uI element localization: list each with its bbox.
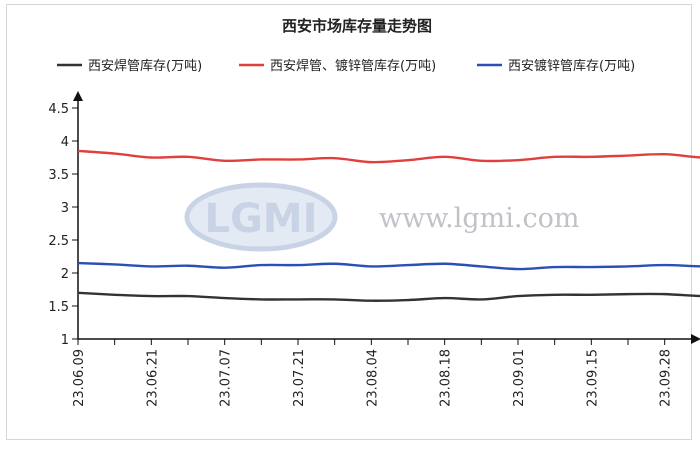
y-tick-label: 3.5 [48, 168, 69, 183]
x-tick-label: 23.08.04 [365, 349, 380, 407]
axes [72, 91, 700, 345]
legend-item-1: 西安焊管库存(万吨) [57, 58, 202, 74]
y-tick-label: 2.5 [48, 234, 69, 249]
chart-frame: 西安市场库存量走势图 西安焊管库存(万吨) 西安焊管、镀锌管库存(万吨) 西安镀锌管… [6, 4, 700, 440]
x-tick-label: 23.06.09 [72, 349, 87, 407]
y-tick-label: 1.5 [48, 300, 69, 315]
legend-label: 西安焊管库存(万吨) [88, 58, 202, 74]
series-line-3 [77, 261, 700, 271]
series-line-2 [77, 149, 700, 164]
legend-item-3: 西安镀锌管库存(万吨) [477, 58, 635, 74]
y-tick-label: 4.5 [48, 102, 69, 117]
watermark-logo-ring [184, 182, 338, 252]
x-tick-labels: 23.06.09 23.06.21 23.07.07 23.07.21 23.08.04… [72, 349, 674, 407]
x-tick-label: 23.09.01 [512, 349, 527, 407]
x-tick-label: 23.07.07 [219, 349, 234, 407]
x-axis-arrow [691, 334, 700, 344]
y-axis-arrow [73, 91, 83, 101]
x-tick-label: 23.09.15 [585, 349, 600, 407]
watermark: LGMI www.lgmi.com [184, 182, 579, 252]
y-tick-labels: 1 1.5 2 2.5 3 3.5 4 4.5 [48, 102, 69, 348]
line-chart: 西安市场库存量走势图 西安焊管库存(万吨) 西安焊管、镀锌管库存(万吨) 西安镀锌管… [48, 17, 700, 407]
x-tick-label: 23.07.21 [292, 349, 307, 407]
series-line-1 [77, 291, 700, 302]
chart-title: 西安市场库存量走势图 [282, 17, 432, 35]
series-lines [77, 149, 700, 302]
y-tick-label: 2 [61, 267, 69, 282]
x-tick-label: 23.06.21 [145, 349, 160, 407]
watermark-logo-text: LGMI [204, 196, 317, 242]
legend-label: 西安焊管、镀锌管库存(万吨) [270, 58, 436, 74]
x-tick-label: 23.09.28 [659, 349, 674, 407]
y-tick-label: 3 [61, 201, 69, 216]
x-tick-label: 23.08.18 [439, 349, 454, 407]
y-tick-label: 4 [61, 135, 69, 150]
watermark-url: www.lgmi.com [379, 203, 579, 234]
y-tick-label: 1 [61, 333, 69, 348]
legend: 西安焊管库存(万吨) 西安焊管、镀锌管库存(万吨) 西安镀锌管库存(万吨) [57, 58, 635, 74]
legend-item-2: 西安焊管、镀锌管库存(万吨) [239, 58, 436, 74]
legend-label: 西安镀锌管库存(万吨) [508, 58, 635, 74]
